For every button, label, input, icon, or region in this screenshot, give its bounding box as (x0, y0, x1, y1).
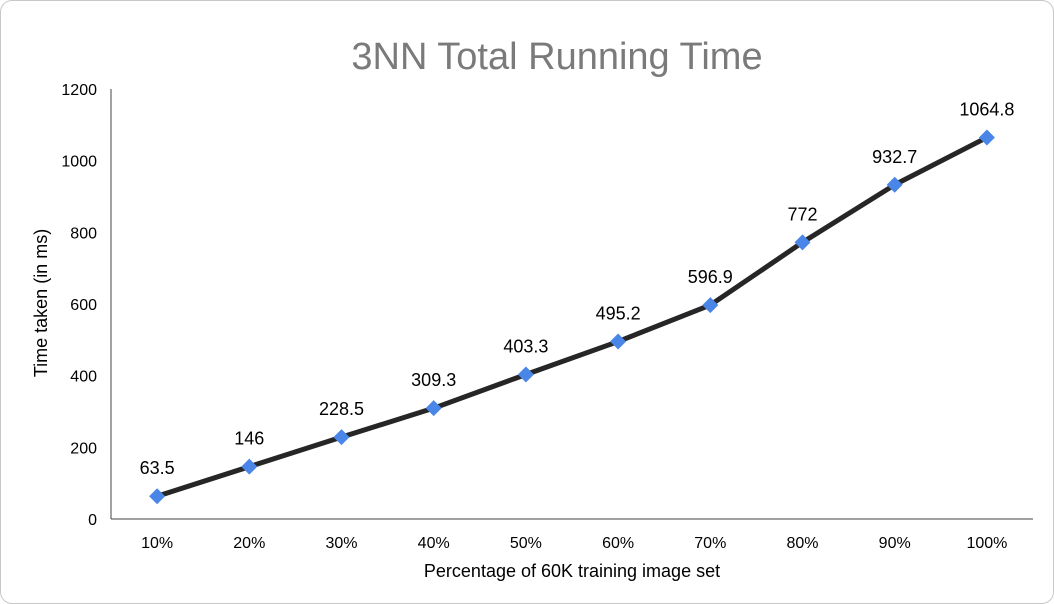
y-tick-label: 0 (88, 512, 97, 529)
data-label: 772 (787, 204, 817, 224)
data-label: 495.2 (596, 304, 641, 324)
data-label: 596.9 (688, 267, 733, 287)
x-tick-labels: 10% 20% 30% 40% 50% 60% 70% 80% 90% 100% (141, 535, 1007, 552)
x-tick-label: 60% (602, 535, 634, 552)
data-point-marker (241, 458, 258, 475)
series-line (154, 134, 990, 499)
data-label: 932.7 (872, 147, 917, 167)
x-tick-label: 70% (694, 535, 726, 552)
y-axis-title: Time taken (in ms) (31, 229, 51, 377)
data-label: 1064.8 (959, 99, 1014, 119)
y-tick-label: 1000 (61, 154, 97, 171)
data-labels: 63.5 146 228.5 309.3 403.3 495.2 596.9 772 932.7… (140, 99, 1015, 478)
axes (110, 89, 1033, 520)
x-tick-label: 80% (786, 535, 818, 552)
data-point-marker (610, 333, 627, 350)
x-axis-title: Percentage of 60K training image set (424, 561, 720, 581)
x-tick-label: 40% (418, 535, 450, 552)
data-point-marker (702, 297, 719, 314)
data-label: 309.3 (411, 370, 456, 390)
y-tick-label: 800 (70, 225, 97, 242)
y-tick-labels: 0 200 400 600 800 1000 1200 (61, 82, 97, 529)
x-tick-label: 10% (141, 535, 173, 552)
x-tick-label: 90% (879, 535, 911, 552)
y-tick-label: 200 (70, 440, 97, 457)
x-tick-label: 20% (233, 535, 265, 552)
x-tick-label: 50% (510, 535, 542, 552)
data-point-marker (886, 176, 903, 193)
data-point-marker (978, 129, 995, 146)
data-label: 63.5 (140, 458, 175, 478)
data-label: 146 (234, 429, 264, 449)
chart-title: 3NN Total Running Time (351, 36, 762, 78)
data-label: 228.5 (319, 399, 364, 419)
y-tick-label: 600 (70, 297, 97, 314)
data-label: 403.3 (503, 336, 548, 356)
x-tick-label: 30% (325, 535, 357, 552)
data-point-marker (517, 366, 534, 383)
data-point-marker (425, 400, 442, 417)
data-point-marker (149, 488, 166, 505)
x-tick-label: 100% (966, 535, 1007, 552)
series-group (149, 129, 995, 505)
y-tick-label: 400 (70, 369, 97, 386)
y-tick-label: 1200 (61, 82, 97, 99)
data-point-marker (333, 429, 350, 446)
data-point-marker (794, 234, 811, 251)
